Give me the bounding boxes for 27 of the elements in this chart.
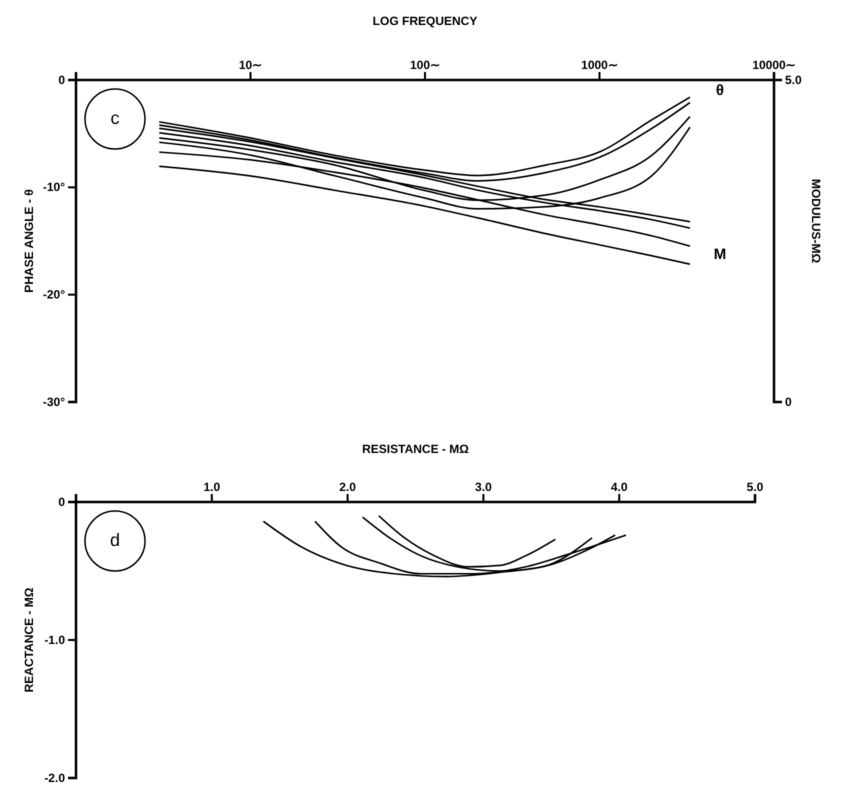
annotation: d [110, 530, 120, 550]
x-tick-label: 4.0 [610, 480, 628, 494]
y-tick-label: 0 [58, 494, 66, 509]
annotation: M [714, 246, 726, 264]
annotation: θ [716, 82, 724, 99]
x-tick-label: 100∼ [410, 58, 440, 72]
annotation: c [110, 108, 120, 128]
y-tick-label: -30° [42, 394, 66, 409]
x-axis-title: LOG FREQUENCY [372, 14, 478, 28]
x-tick-label: 1000∼ [581, 58, 618, 72]
y2-tick-label: 0 [785, 394, 792, 409]
y-tick-label: -1.0 [44, 632, 66, 647]
y-axis-title: PHASE ANGLE - θ [22, 189, 36, 293]
y-tick-label: -20° [42, 288, 66, 302]
y2-axis-title: MODULUS-MΩ [808, 178, 823, 264]
x-tick-label: 1.0 [203, 480, 220, 494]
x-tick-label: 3.0 [475, 480, 492, 494]
y-tick-label: -10° [42, 180, 66, 194]
x-tick-label: 2.0 [339, 480, 356, 494]
x-axis-title: RESISTANCE - MΩ [362, 442, 470, 456]
x-tick-label: 10000∼ [752, 58, 796, 72]
y-axis-title: REACTANCE - MΩ [22, 587, 36, 692]
x-tick-label: 5.0 [746, 480, 764, 494]
y-tick-label: -2.0 [44, 770, 66, 785]
x-tick-label: 10∼ [238, 58, 262, 72]
y2-tick-label: 5.0 [785, 72, 802, 87]
y-tick-label: 0 [58, 72, 66, 87]
